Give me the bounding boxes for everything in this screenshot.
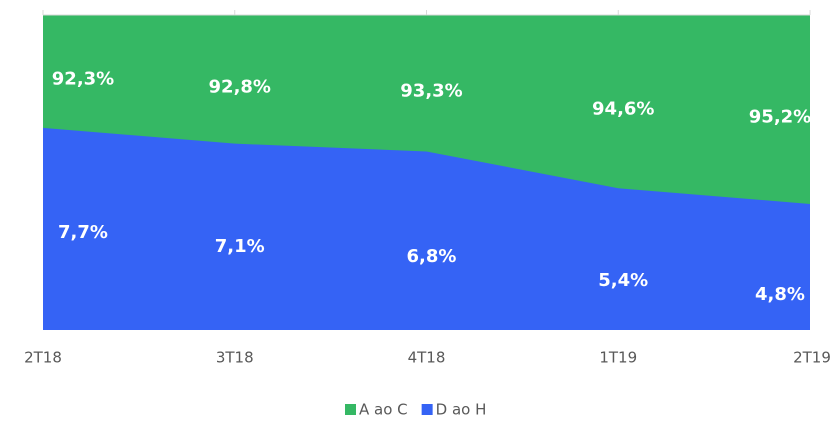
x-tick-label: 2T18 xyxy=(24,349,62,367)
legend-swatch xyxy=(345,404,356,415)
x-tick-label: 2T19 xyxy=(793,349,831,367)
legend-label: D ao H xyxy=(436,401,487,419)
value-label: 4,8% xyxy=(755,284,805,305)
value-label: 92,3% xyxy=(52,68,114,89)
x-tick-label: 3T18 xyxy=(216,349,254,367)
plot-area xyxy=(43,15,810,330)
value-label: 92,8% xyxy=(209,76,271,97)
legend-label: A ao C xyxy=(359,401,408,419)
area xyxy=(43,127,810,330)
x-tick-label: 4T18 xyxy=(408,349,446,367)
value-label: 7,1% xyxy=(215,236,265,257)
value-label: 95,2% xyxy=(749,107,811,128)
value-label: 6,8% xyxy=(407,246,457,267)
legend-swatch xyxy=(421,404,433,415)
x-tick-label: 1T19 xyxy=(599,349,637,367)
value-label: 5,4% xyxy=(598,270,648,291)
overlay: 92,3% 92,8% 93,3% 94,6% 95,2% 7,7% 7,1% 6,8% 5,4… xyxy=(24,10,831,419)
value-label: 93,3% xyxy=(400,80,462,101)
value-label: 7,7% xyxy=(58,222,108,243)
value-label: 94,6% xyxy=(592,99,654,120)
